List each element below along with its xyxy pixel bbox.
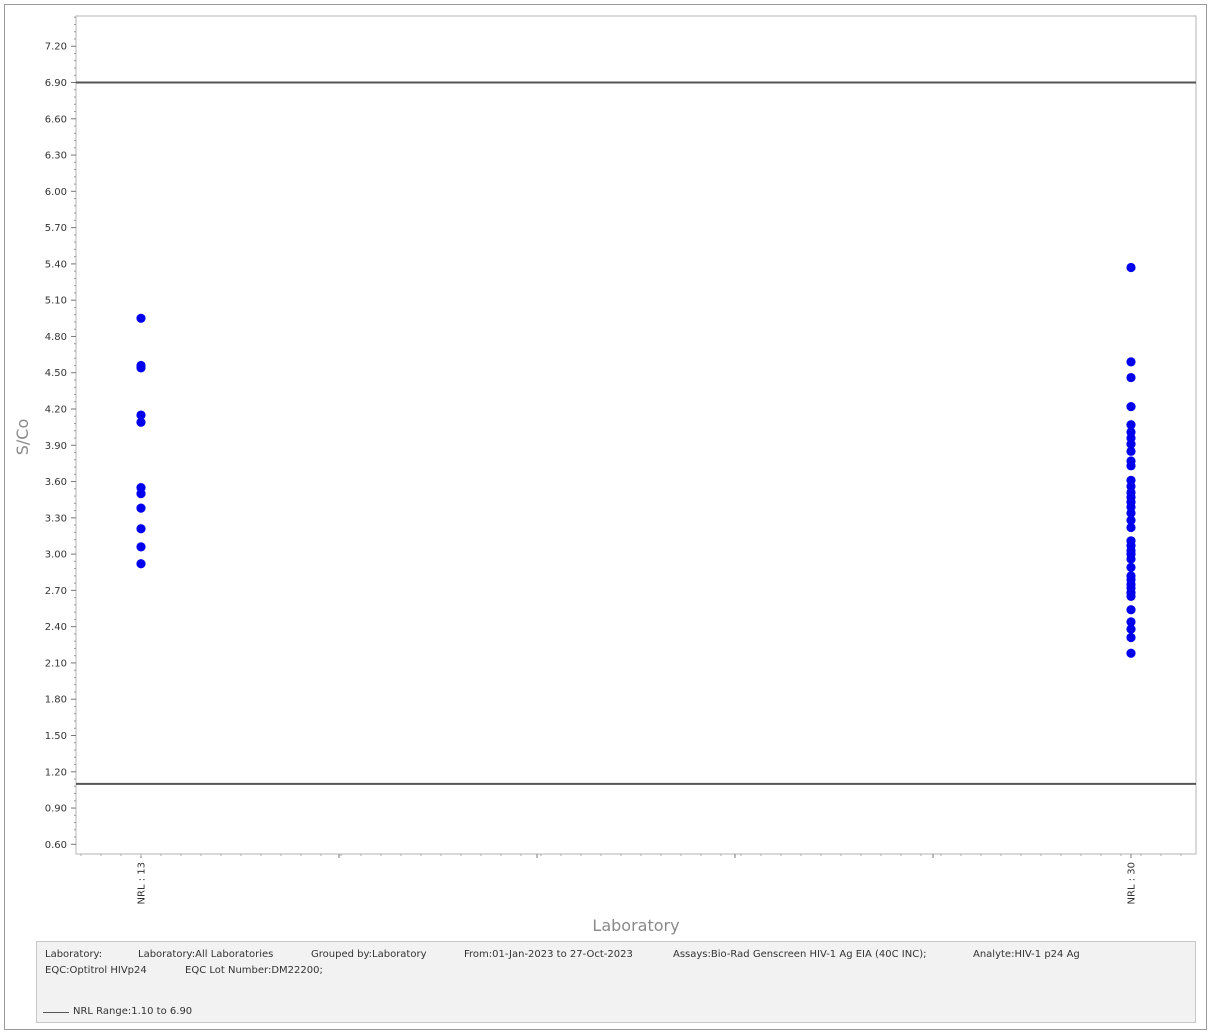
data-point — [1126, 515, 1136, 525]
data-point — [1126, 624, 1136, 634]
data-point — [1126, 401, 1136, 412]
data-point — [1126, 461, 1136, 471]
chart-info-panel: Laboratory: Laboratory:All Laboratories … — [36, 941, 1196, 1023]
y-tick-label: 4.80 — [45, 332, 67, 343]
y-tick-label: 2.10 — [45, 658, 67, 669]
chart-frame — [4, 4, 1207, 1030]
data-point — [136, 559, 146, 569]
date-range: From:01-Jan-2023 to 27-Oct-2023 — [464, 949, 633, 960]
y-tick-label: 5.70 — [45, 223, 67, 234]
data-point — [1126, 357, 1136, 367]
data-point — [1126, 508, 1136, 518]
y-tick-label: 0.60 — [45, 840, 67, 851]
data-point — [1126, 446, 1136, 456]
grouped-by: Grouped by:Laboratory — [311, 949, 427, 960]
data-point — [136, 363, 146, 373]
y-tick-label: 6.30 — [45, 151, 67, 162]
reference-lines — [76, 81, 1196, 785]
data-point — [1126, 632, 1136, 643]
y-tick-label: 2.70 — [45, 586, 67, 597]
y-tick-label: 3.90 — [45, 441, 67, 452]
data-point — [1126, 262, 1136, 273]
y-tick-label: 4.50 — [45, 368, 67, 379]
y-tick-label: 7.20 — [45, 42, 67, 53]
data-point — [136, 542, 146, 552]
data-point — [1126, 372, 1136, 383]
x-tick-label: NRL : 13 — [137, 862, 148, 904]
y-axis-title: S/Co — [13, 419, 32, 456]
y-tick-label: 1.80 — [45, 695, 67, 706]
data-point — [136, 313, 146, 323]
y-tick-label: 5.40 — [45, 259, 67, 270]
data-point — [1126, 562, 1136, 573]
plot-area-border — [75, 15, 1197, 855]
y-tick-label: 3.00 — [45, 550, 67, 561]
y-tick-label: 2.40 — [45, 622, 67, 633]
x-axis-ticks: NRL : 13 NRL : 30 — [80, 854, 1182, 904]
y-tick-label: 6.00 — [45, 187, 67, 198]
y-tick-label: 3.30 — [45, 513, 67, 524]
data-point — [1126, 522, 1136, 533]
y-tick-label: 4.20 — [45, 405, 67, 416]
legend-line-swatch — [43, 1012, 69, 1013]
eqc-lot-number: EQC Lot Number:DM22200; — [185, 965, 323, 976]
eqc: EQC:Optitrol HIVp24 — [45, 965, 147, 976]
data-point — [136, 410, 146, 420]
data-point — [1126, 554, 1136, 564]
y-tick-label: 6.90 — [45, 78, 67, 89]
data-point — [136, 503, 146, 513]
y-tick-label: 5.10 — [45, 296, 67, 307]
assays: Assays:Bio-Rad Genscreen HIV-1 Ag EIA (4… — [673, 949, 927, 960]
laboratory-value: Laboratory:All Laboratories — [138, 949, 274, 960]
data-point — [136, 489, 146, 499]
analyte: Analyte:HIV-1 p24 Ag — [973, 949, 1080, 960]
y-tick-label: 3.60 — [45, 477, 67, 488]
legend-nrl-range: NRL Range:1.10 to 6.90 — [73, 1006, 193, 1017]
data-point — [1126, 617, 1136, 627]
data-points — [136, 262, 1136, 658]
x-axis-title: Laboratory — [592, 916, 679, 935]
data-point — [1126, 605, 1136, 615]
data-point — [1126, 420, 1136, 430]
y-axis-ticks: 0.60 0.90 1.20 1.50 1.80 2.10 2.40 2.70 3.00 3.30… — [45, 16, 76, 851]
data-point — [1126, 439, 1136, 449]
data-point — [136, 524, 146, 534]
y-tick-label: 0.90 — [45, 804, 67, 815]
data-point — [1126, 591, 1136, 602]
scatter-chart: 0.60 0.90 1.20 1.50 1.80 2.10 2.40 2.70 3.00 3.30… — [13, 15, 1197, 935]
data-point — [1126, 648, 1136, 658]
y-tick-label: 6.60 — [45, 114, 67, 125]
data-point — [136, 417, 146, 427]
y-tick-label: 1.20 — [45, 767, 67, 778]
laboratory-label: Laboratory: — [45, 949, 103, 960]
x-tick-label: NRL : 30 — [1127, 862, 1138, 904]
y-tick-label: 1.50 — [45, 731, 67, 742]
axes — [75, 15, 1197, 855]
